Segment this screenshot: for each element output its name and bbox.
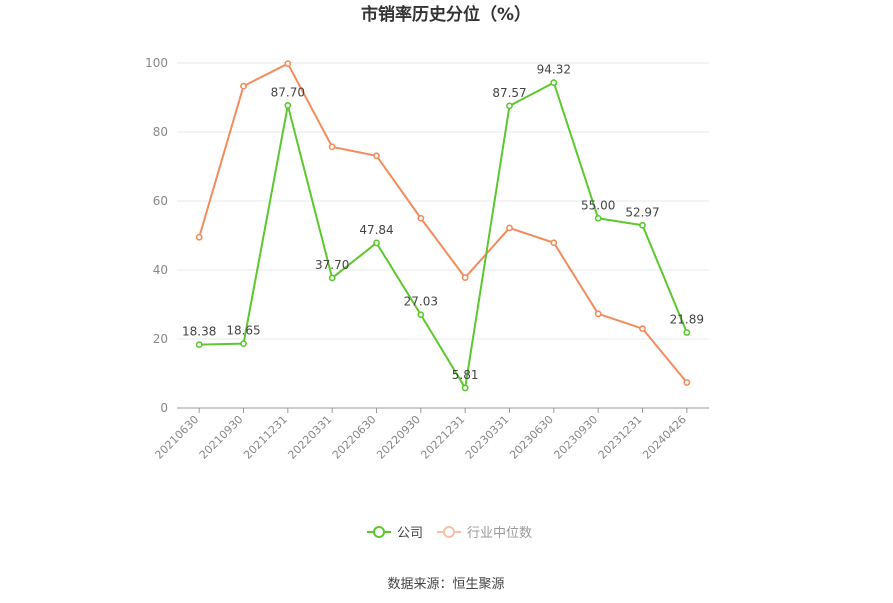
data-label: 5.81 [452, 368, 479, 382]
data-point [550, 79, 558, 86]
y-tick-label: 20 [153, 332, 168, 346]
data-label: 94.32 [537, 63, 571, 77]
data-label: 87.57 [492, 86, 526, 100]
x-tick-label: 20221231 [418, 413, 467, 462]
x-tick-label: 20220331 [285, 413, 334, 462]
data-label: 27.03 [404, 295, 438, 309]
legend-marker-icon [373, 526, 385, 538]
data-label: 52.97 [625, 205, 659, 219]
y-tick-label: 100 [145, 56, 168, 70]
x-tick-label: 20230630 [507, 413, 556, 462]
data-label: 18.65 [226, 324, 260, 338]
data-point [373, 239, 380, 247]
data-point [506, 224, 513, 232]
x-tick-label: 20231231 [596, 413, 645, 462]
series-layer [195, 60, 691, 392]
data-point [506, 102, 513, 110]
legend-label: 行业中位数 [467, 526, 532, 541]
x-tick-label: 20240426 [640, 413, 689, 462]
data-label: 37.70 [315, 258, 349, 272]
legend-label: 公司 [397, 526, 423, 541]
data-point [683, 329, 691, 336]
data-point [417, 311, 425, 319]
data-point [639, 325, 646, 333]
data-point [461, 384, 469, 392]
data-point [195, 233, 203, 241]
x-tick-label: 20230930 [551, 413, 600, 462]
x-tick-label: 20220930 [374, 413, 423, 462]
data-point [240, 340, 247, 348]
data-point [594, 310, 602, 318]
data-point [195, 341, 203, 348]
y-tick-label: 40 [153, 263, 168, 277]
data-point [417, 214, 425, 222]
data-point [284, 60, 292, 68]
data-point [550, 239, 558, 247]
axis-layer: 0204060801002021063020210930202112312022… [145, 56, 709, 462]
data-label: 55.00 [581, 198, 615, 212]
legend[interactable]: 公司 行业中位数 [367, 526, 532, 541]
series-line-industry-median [198, 62, 688, 384]
data-point [240, 82, 247, 90]
y-tick-label: 60 [153, 194, 168, 208]
x-tick-label: 20220630 [330, 413, 379, 462]
x-tick-label: 20211231 [241, 413, 290, 462]
data-label: 87.70 [271, 85, 305, 99]
data-point [461, 274, 469, 281]
data-point [284, 102, 292, 109]
legend-item-company[interactable]: 公司 [367, 526, 423, 541]
data-label-layer: 18.38 18.65 87.70 37.70 47.84 27.03 5.81 87.57 9… [182, 63, 704, 382]
data-point [594, 214, 602, 222]
y-tick-label: 0 [160, 401, 168, 415]
chart-title: 市销率历史分位（%） [361, 4, 531, 25]
x-tick-label: 20210630 [152, 413, 201, 462]
grid-layer [177, 62, 709, 340]
data-point [683, 379, 691, 386]
x-tick-label: 20210930 [197, 413, 246, 462]
y-tick-label: 80 [153, 125, 168, 139]
data-point [639, 221, 646, 229]
data-label: 21.89 [670, 312, 704, 326]
data-point [328, 274, 336, 282]
data-label: 47.84 [359, 223, 393, 237]
legend-marker-icon [443, 526, 455, 538]
data-label: 18.38 [182, 325, 216, 339]
data-point [328, 143, 336, 151]
series-line-company [199, 81, 688, 389]
data-point [373, 152, 380, 160]
source-note: 数据来源：恒生聚源 [387, 577, 504, 592]
x-tick-label: 20230331 [463, 413, 512, 462]
legend-item-industry-median[interactable]: 行业中位数 [437, 526, 532, 541]
